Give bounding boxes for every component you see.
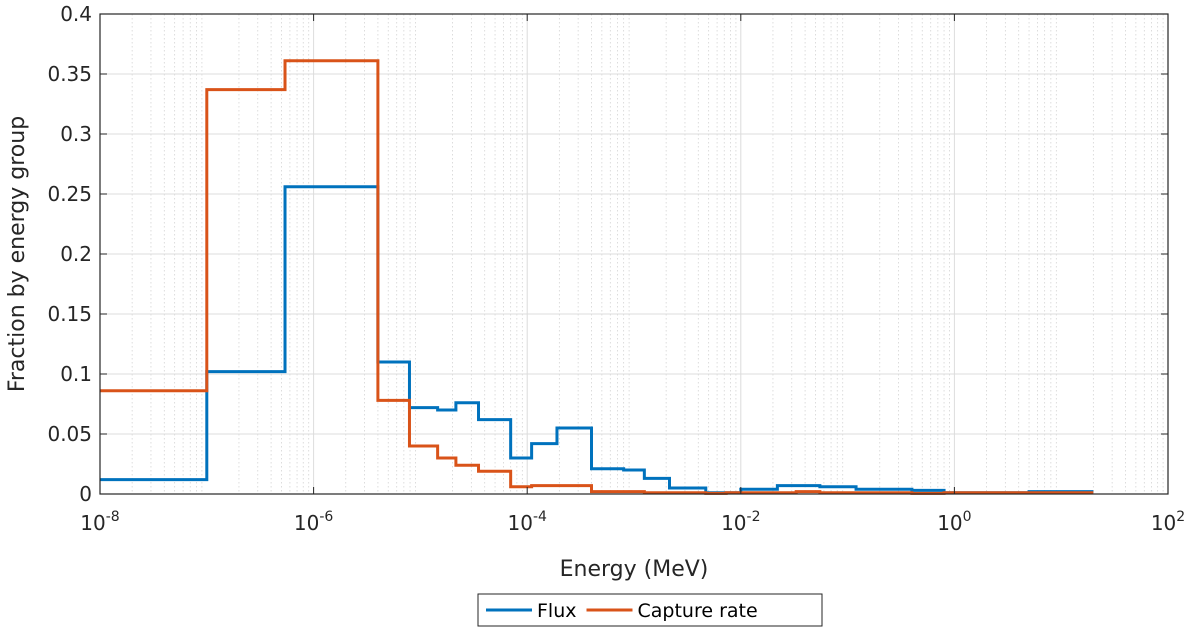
legend-label-flux: Flux — [537, 600, 577, 622]
x-tick-label: 10-2 — [721, 509, 760, 535]
y-tick-label: 0.3 — [60, 122, 92, 146]
x-tick-label: 10-6 — [294, 509, 334, 535]
x-tick-label: 10-4 — [507, 509, 547, 535]
y-tick-label: 0.25 — [47, 182, 92, 206]
series-group — [100, 59, 1094, 495]
y-tick-label: 0.4 — [60, 2, 92, 26]
x-tick-label: 102 — [1151, 509, 1185, 535]
x-axis-label: Energy (MeV) — [560, 557, 709, 582]
legend-box — [477, 593, 823, 627]
y-tick-label: 0.2 — [60, 242, 92, 266]
legend: Flux Capture rate — [477, 593, 823, 627]
y-tick-label: 0.15 — [47, 302, 92, 326]
series-line-capture-rate — [100, 59, 1094, 495]
x-tick-label: 10-8 — [80, 509, 119, 535]
y-tick-label: 0.1 — [60, 362, 92, 386]
y-axis-label: Fraction by energy group — [5, 116, 30, 392]
ticks: 10-8 10-6 10-4 10-2 100 102 0 0.05 0.1 0.15 0.2 0.2… — [47, 2, 1185, 535]
series-line-flux — [100, 185, 1094, 495]
y-tick-label: 0 — [79, 482, 92, 506]
y-tick-label: 0.35 — [47, 62, 92, 86]
y-tick-label: 0.05 — [47, 422, 92, 446]
x-tick-label: 100 — [937, 509, 971, 535]
legend-label-capture-rate: Capture rate — [638, 600, 758, 622]
